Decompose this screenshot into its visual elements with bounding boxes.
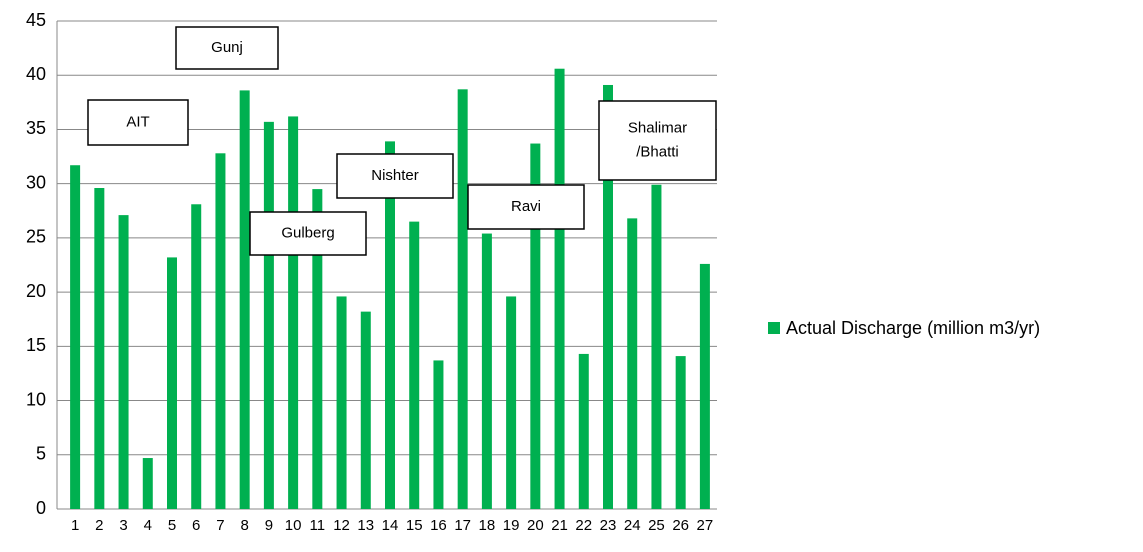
- bar: [651, 184, 662, 510]
- annotation-box: [249, 211, 367, 256]
- x-tick-label: 17: [454, 517, 471, 534]
- bar: [118, 215, 129, 510]
- bar: [336, 296, 347, 509]
- annotation-box: [467, 184, 585, 230]
- x-tick-label: 6: [192, 517, 200, 534]
- y-tick-label: 30: [26, 172, 46, 192]
- bar: [699, 263, 710, 509]
- bar: [530, 143, 541, 509]
- x-tick-label: 7: [216, 517, 224, 534]
- x-tick-label: 19: [503, 517, 520, 534]
- annotation: /Bhatti: [636, 143, 679, 160]
- bar: [191, 204, 202, 509]
- annotation-box: [598, 100, 717, 181]
- bar: [167, 257, 177, 509]
- x-tick-label: 13: [357, 517, 374, 534]
- bar: [360, 311, 371, 509]
- y-tick-label: 25: [26, 227, 46, 247]
- annotation: Nishter: [371, 167, 419, 184]
- legend-label: Actual Discharge (million m3/yr): [786, 318, 1040, 338]
- annotation: Gunj: [211, 39, 243, 56]
- y-tick-label: 45: [26, 10, 46, 30]
- bar: [239, 90, 250, 509]
- y-tick-label: 40: [26, 64, 46, 84]
- bar: [385, 141, 395, 509]
- x-tick-label: 21: [551, 517, 568, 534]
- x-tick-label: 25: [648, 517, 665, 534]
- bar: [312, 189, 323, 510]
- legend-swatch: [768, 322, 780, 334]
- bar: [142, 458, 153, 509]
- y-tick-label: 35: [26, 118, 46, 138]
- x-tick-label: 23: [600, 517, 617, 534]
- bar: [627, 218, 638, 509]
- y-tick-label: 15: [26, 335, 46, 355]
- bar: [481, 233, 492, 509]
- x-tick-label: 24: [624, 517, 641, 534]
- bar: [554, 68, 565, 510]
- annotation-box: [336, 153, 454, 199]
- bar: [288, 116, 299, 509]
- x-tick-label: 14: [382, 517, 399, 534]
- y-tick-label: 0: [36, 498, 46, 518]
- bar: [457, 89, 468, 509]
- x-tick-label: 20: [527, 517, 544, 534]
- x-tick-label: 4: [144, 517, 152, 534]
- bar: [433, 360, 444, 509]
- bar: [70, 165, 81, 509]
- x-tick-label: 8: [240, 517, 248, 534]
- bar: [215, 153, 226, 509]
- bar: [263, 121, 274, 509]
- x-tick-label: 1: [71, 517, 79, 534]
- x-tick-label: 16: [430, 517, 447, 534]
- x-tick-label: 9: [265, 517, 273, 534]
- bar: [94, 188, 105, 509]
- x-tick-label: 2: [95, 517, 103, 534]
- x-tick-label: 27: [697, 517, 714, 534]
- annotation: Ravi: [511, 198, 541, 215]
- x-tick-label: 10: [285, 517, 302, 534]
- y-tick-label: 10: [26, 389, 46, 409]
- annotation-box: [175, 26, 279, 70]
- bar: [675, 356, 686, 509]
- annotation: Shalimar: [628, 119, 687, 136]
- bar: [506, 296, 517, 509]
- annotation-box: [87, 99, 189, 146]
- x-tick-label: 5: [168, 517, 176, 534]
- y-tick-label: 5: [36, 444, 46, 464]
- x-tick-label: 18: [479, 517, 496, 534]
- x-tick-label: 12: [333, 517, 350, 534]
- bar: [603, 84, 613, 509]
- bar: [409, 221, 420, 509]
- annotation: AIT: [126, 113, 149, 130]
- bar: [578, 353, 589, 509]
- y-tick-label: 20: [26, 281, 46, 301]
- x-tick-label: 11: [310, 517, 326, 534]
- annotation: Gulberg: [281, 224, 334, 241]
- x-tick-label: 26: [672, 517, 689, 534]
- x-tick-label: 3: [119, 517, 127, 534]
- x-tick-label: 22: [575, 517, 592, 534]
- x-tick-label: 15: [406, 517, 423, 534]
